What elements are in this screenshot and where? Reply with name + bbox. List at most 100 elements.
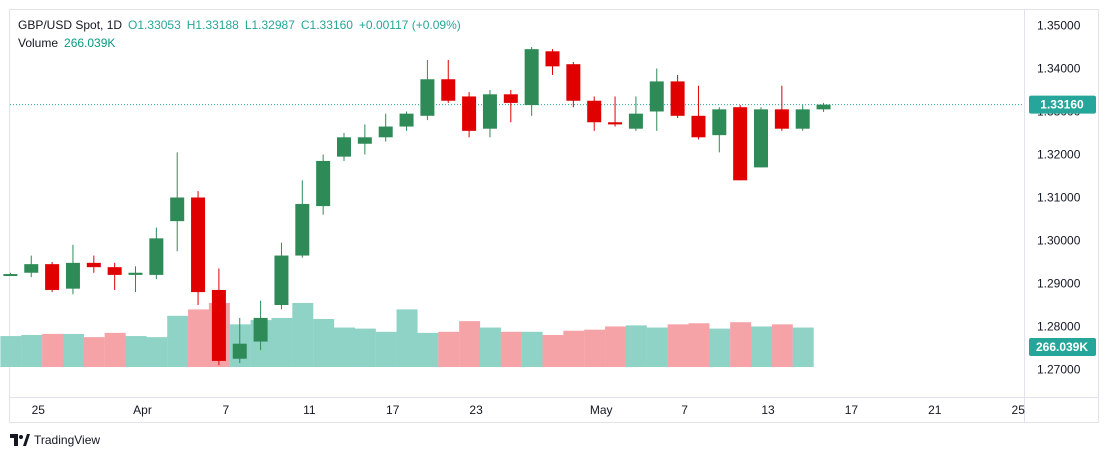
candle <box>274 242 289 310</box>
candle <box>253 300 268 351</box>
candle <box>587 96 602 131</box>
volume-bar <box>688 323 710 367</box>
volume-bar <box>292 303 314 367</box>
candle-body <box>3 274 18 277</box>
y-tick-label: 1.34000 <box>1037 62 1081 76</box>
candle-body <box>316 160 331 207</box>
volume-row: Volume 266.039K <box>18 34 461 52</box>
candle <box>191 191 206 305</box>
volume-bar <box>21 335 43 367</box>
y-tick-label: 1.35000 <box>1037 19 1081 33</box>
candle <box>733 105 748 181</box>
volume-bar <box>313 319 335 367</box>
symbol-label[interactable]: GBP/USD Spot, 1D <box>18 18 123 32</box>
candle-body <box>86 262 101 268</box>
volume-bar <box>730 322 752 367</box>
candle-body <box>357 137 372 144</box>
y-tick-label: 1.29000 <box>1037 277 1081 291</box>
candle-body <box>128 272 143 275</box>
candle <box>712 107 727 153</box>
candle-body <box>462 96 477 131</box>
candle <box>128 266 143 293</box>
candle <box>649 68 664 131</box>
y-tick-label: 1.27000 <box>1037 363 1081 377</box>
volume-bar <box>42 333 64 367</box>
tradingview-logo[interactable]: TradingView <box>10 433 100 447</box>
candle <box>378 113 393 142</box>
y-tick-label: 1.32000 <box>1037 148 1081 162</box>
x-tick-label: 25 <box>32 403 46 417</box>
x-tick-label: 23 <box>469 403 483 417</box>
candle-body <box>170 197 185 222</box>
candle <box>420 59 435 121</box>
chart-border <box>9 9 1099 423</box>
candle-body <box>649 81 664 112</box>
volume-bar <box>438 331 460 367</box>
candle <box>441 59 456 103</box>
candle-body <box>191 197 206 293</box>
legend: GBP/USD Spot, 1D O1.33053 H1.33188 L1.32… <box>18 16 461 52</box>
candle <box>503 90 518 123</box>
volume-bar <box>125 336 147 367</box>
candle-body <box>337 137 352 157</box>
x-tick-label: 13 <box>761 403 775 417</box>
candle-body <box>232 343 247 359</box>
volume-bar <box>792 327 814 367</box>
candle <box>524 47 539 116</box>
volume-bar <box>417 332 439 367</box>
candle <box>107 262 122 290</box>
volume-bar <box>500 331 522 367</box>
candle <box>482 90 497 138</box>
candle-body <box>524 49 539 106</box>
volume-bar <box>334 327 356 367</box>
candle-body <box>566 64 581 101</box>
candle-body <box>420 79 435 116</box>
candle <box>65 244 80 295</box>
x-tick-label: 7 <box>223 403 230 417</box>
volume-bar <box>396 309 418 367</box>
volume-bar <box>62 333 84 367</box>
candle <box>316 154 331 215</box>
volume-bar <box>167 315 189 367</box>
volume-bar <box>0 336 22 367</box>
volume-bar <box>584 329 606 367</box>
candle-body <box>754 109 769 168</box>
x-tick-label: 25 <box>1012 403 1026 417</box>
candle <box>232 317 247 364</box>
candle-body <box>503 94 518 103</box>
candle-body <box>253 317 268 342</box>
volume-bar <box>771 324 793 367</box>
candle <box>566 62 581 108</box>
candle <box>608 96 623 127</box>
volume-bar <box>83 337 105 367</box>
candle-body <box>587 100 602 123</box>
volume-bar <box>459 321 481 367</box>
volume-bar <box>146 337 168 367</box>
candle-body <box>295 203 310 256</box>
candle <box>3 272 18 277</box>
volume-bar <box>354 328 376 367</box>
candle-body <box>608 122 623 125</box>
volume-bar <box>542 335 564 367</box>
volume-value: 266.039K <box>64 36 116 50</box>
candle-body <box>45 264 60 290</box>
candle <box>816 102 831 112</box>
x-tick-label: 7 <box>681 403 688 417</box>
ohlc-row: GBP/USD Spot, 1D O1.33053 H1.33188 L1.32… <box>18 16 461 34</box>
candle <box>357 124 372 155</box>
x-tick-label: Apr <box>133 403 152 417</box>
volume-bar <box>605 326 627 367</box>
candle <box>774 85 789 131</box>
candle-body <box>545 51 560 67</box>
volume-bar <box>479 327 501 367</box>
volume-bar <box>709 328 731 367</box>
candle-body <box>816 104 831 110</box>
candle-body <box>733 107 748 181</box>
last-volume-label: 266.039K <box>1036 340 1088 354</box>
volume-series <box>0 303 814 367</box>
candle-body <box>774 109 789 129</box>
volume-label[interactable]: Volume <box>18 36 59 50</box>
candle <box>795 105 810 131</box>
candle-body <box>399 113 414 127</box>
